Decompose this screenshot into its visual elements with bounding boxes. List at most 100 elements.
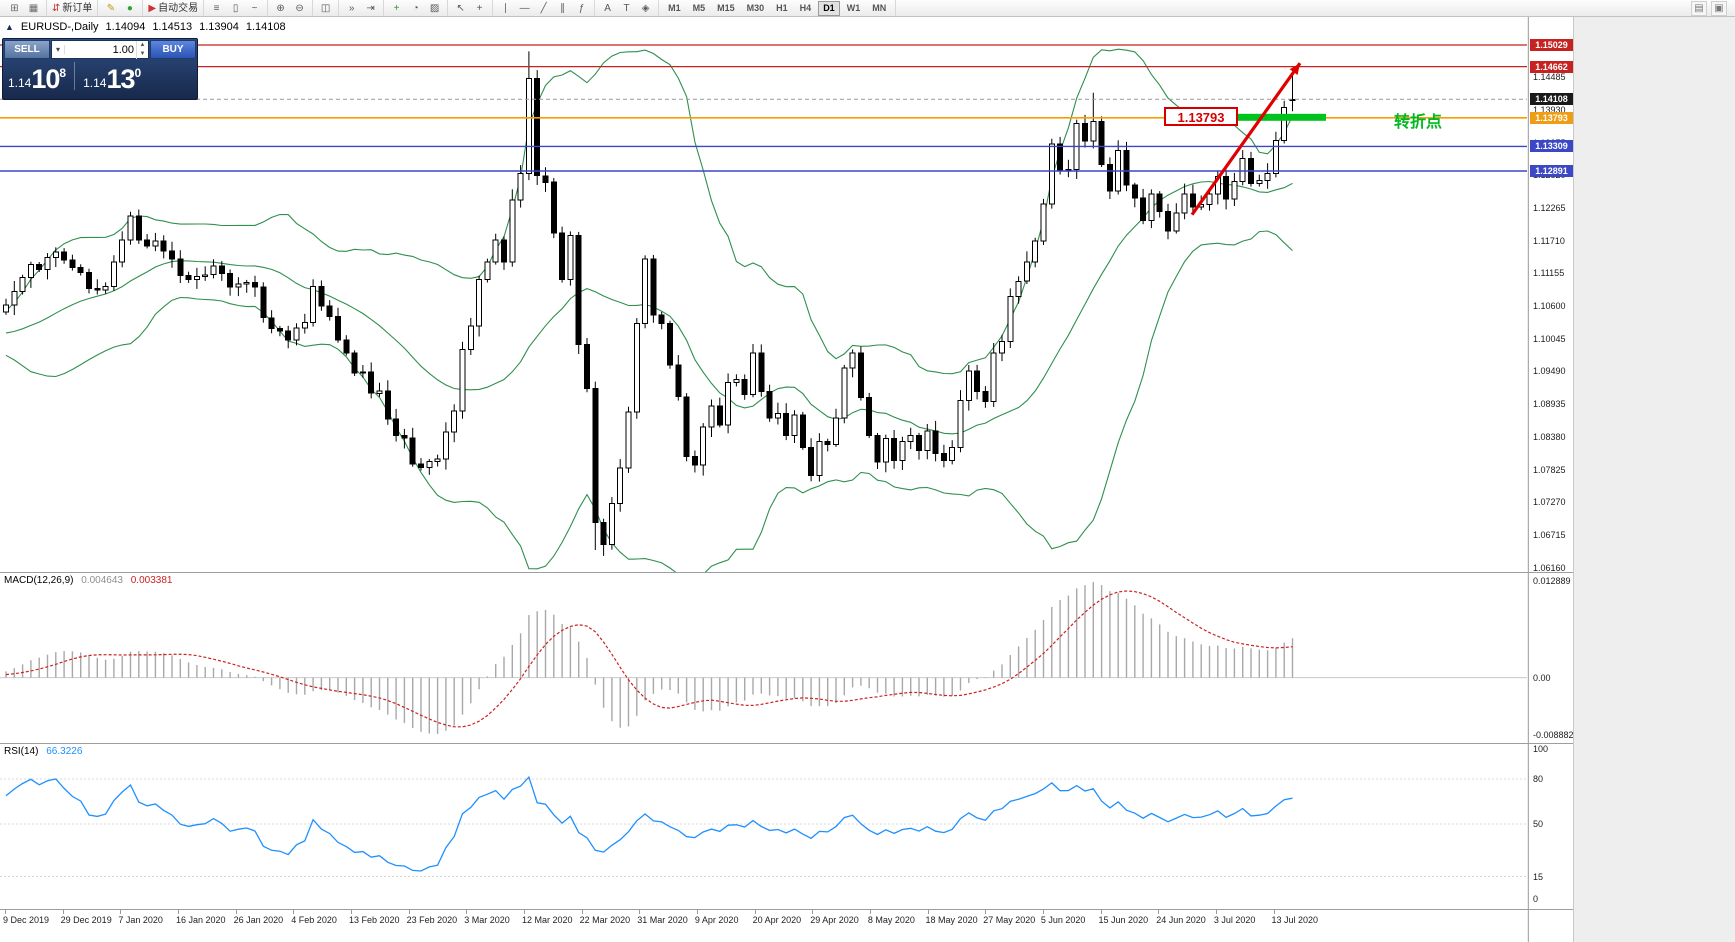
price-annotation-label[interactable]: 1.13793 <box>1164 107 1238 126</box>
axis-tick-label: 1.08935 <box>1533 399 1566 410</box>
date-label: 9 Apr 2020 <box>694 915 739 925</box>
pane-separator[interactable] <box>0 743 1573 744</box>
price-axis[interactable]: 1.144851.139301.133751.128201.122651.117… <box>1528 17 1574 942</box>
date-label: 15 Jun 2020 <box>1098 915 1149 925</box>
text-button[interactable]: A <box>604 2 611 14</box>
profiles-button[interactable]: ▦ <box>28 2 39 14</box>
axis-tick-label: 1.13930 <box>1533 104 1566 115</box>
axis-tick-label: 1.07825 <box>1533 464 1566 475</box>
macd-axis-label: 0.00 <box>1533 672 1551 683</box>
date-tick <box>62 910 64 914</box>
volume-stepper[interactable]: ▾ ▲ ▼ <box>51 40 149 59</box>
bar-chart-mode-button[interactable]: ≡ <box>213 2 220 14</box>
equidistant-channel-button[interactable]: ∥ <box>560 2 566 14</box>
axis-tick-label: 1.12265 <box>1533 202 1566 213</box>
toolbar-group: ↖ + <box>448 0 494 16</box>
timeframe-h1[interactable]: H1 <box>776 2 788 13</box>
date-tick <box>696 910 698 914</box>
timeframe-h4[interactable]: H4 <box>799 2 812 13</box>
timeframe-mn[interactable]: MN <box>872 2 887 13</box>
toolbar-group: » ⇥ <box>339 0 385 16</box>
text-label-button[interactable]: T <box>623 2 630 14</box>
date-tick <box>754 910 756 914</box>
toolbar-group: ⊞ ▦ <box>2 0 47 16</box>
timeframe-group: M1 M5 M15 M30 H1 H4 D1 W1 MN <box>659 0 897 16</box>
indicators-button[interactable]: + <box>393 2 400 14</box>
pane-separator[interactable] <box>0 909 1573 910</box>
macd-title: MACD(12,26,9) <box>4 575 74 586</box>
date-tick <box>639 910 641 914</box>
axis-tick-label: 1.06160 <box>1533 562 1566 573</box>
price-pane[interactable] <box>0 17 1527 572</box>
toolbar-extra-b-icon[interactable]: ▣ <box>1711 0 1727 16</box>
trendline-button[interactable]: ╱ <box>540 2 547 14</box>
zoom-in-button[interactable]: ⊕ <box>276 2 285 14</box>
crosshair-button[interactable]: + <box>476 2 483 14</box>
right-empty-area <box>1573 17 1735 942</box>
line-chart-mode-button[interactable]: ~ <box>251 2 258 14</box>
chart-shift-button[interactable]: ⇥ <box>366 2 375 14</box>
axis-tick-label: 1.07270 <box>1533 497 1566 508</box>
macd-main-value: 0.004643 <box>81 575 123 586</box>
rsi-indicator-label: RSI(14) 66.3226 <box>4 746 82 757</box>
volume-input[interactable] <box>65 42 136 57</box>
buy-button[interactable]: BUY <box>150 40 196 59</box>
pane-separator[interactable] <box>0 572 1573 573</box>
candlestick-mode-button[interactable]: ▯ <box>232 2 239 14</box>
timeframe-m15[interactable]: M15 <box>717 2 735 13</box>
vertical-line-button[interactable]: ∣ <box>503 2 509 14</box>
axis-tick-label: 1.11710 <box>1533 235 1565 246</box>
zoom-out-button[interactable]: ⊖ <box>295 2 304 14</box>
turning-point-text: 转折点 <box>1394 114 1443 131</box>
date-label: 27 May 2020 <box>983 915 1036 925</box>
auto-scroll-button[interactable]: » <box>348 2 355 14</box>
fibonacci-button[interactable]: ƒ <box>578 2 585 14</box>
axis-tick-label: 1.08380 <box>1533 431 1566 442</box>
symbol-name: EURUSD-,Daily <box>20 21 99 33</box>
toolbar-extra-a-icon[interactable]: ▤ <box>1691 0 1707 16</box>
new-order-button[interactable]: ⇵ 新订单 <box>52 2 93 14</box>
green-highlight-segment[interactable] <box>1238 113 1326 121</box>
date-tick <box>1042 910 1044 914</box>
timeframe-m5[interactable]: M5 <box>692 2 706 13</box>
sell-price[interactable]: 1.14 10 8 <box>8 66 67 93</box>
rsi-axis-label: 80 <box>1533 774 1544 784</box>
horizontal-line-button[interactable]: ― <box>519 2 530 14</box>
sell-button[interactable]: SELL <box>4 40 50 59</box>
date-label: 13 Feb 2020 <box>348 915 400 925</box>
date-tick <box>1273 910 1275 914</box>
rsi-axis-label: 0 <box>1533 894 1539 904</box>
arrows-button[interactable]: ◈ <box>641 2 650 14</box>
tile-windows-button[interactable]: ◫ <box>320 2 331 14</box>
spinner-up-icon[interactable]: ▲ <box>139 41 146 48</box>
date-label: 3 Jul 2020 <box>1213 915 1256 925</box>
new-chart-button[interactable]: ⊞ <box>10 2 19 14</box>
price-badge: 1.13309 <box>1530 140 1573 153</box>
one-click-trade-panel: SELL ▾ ▲ ▼ BUY 1.14 10 8 <box>2 38 198 100</box>
volume-spinner[interactable]: ▲ ▼ <box>136 40 148 59</box>
toolbar-group: ≡ ▯ ~ <box>204 0 269 16</box>
trend-arrow-line[interactable] <box>1190 62 1302 216</box>
chart-plot[interactable]: ▲ EURUSD-,Daily 1.14094 1.14513 1.13904 … <box>0 17 1527 942</box>
community-button[interactable]: ● <box>126 2 133 14</box>
buy-price[interactable]: 1.14 13 0 <box>83 66 141 93</box>
one-click-panel-toggle-icon[interactable]: ▲ <box>5 22 14 32</box>
timeframe-m1[interactable]: M1 <box>668 2 681 13</box>
rsi-pane[interactable] <box>0 744 1527 909</box>
timeframe-d1[interactable]: D1 <box>818 0 840 16</box>
cursor-button[interactable]: ↖ <box>456 2 465 14</box>
periods-button[interactable]: ◔ <box>412 2 419 14</box>
spinner-down-icon[interactable]: ▼ <box>139 50 146 57</box>
templates-button[interactable]: ▨ <box>429 2 440 14</box>
timeframe-w1[interactable]: W1 <box>846 2 861 13</box>
autotrading-button[interactable]: ▶ 自动交易 <box>148 2 199 14</box>
sell-price-sup: 8 <box>59 66 67 80</box>
macd-axis-label: -0.008882 <box>1533 730 1574 740</box>
macd-pane[interactable] <box>0 573 1527 743</box>
date-label: 4 Feb 2020 <box>291 915 337 925</box>
volume-dropdown-icon[interactable]: ▾ <box>52 45 65 54</box>
time-axis[interactable]: 9 Dec 2019 29 Dec 2019 7 Jan 2020 16 Jan 20… <box>0 910 1527 942</box>
axis-tick-label: 1.10600 <box>1533 301 1566 311</box>
metaeditor-button[interactable]: ✎ <box>106 2 116 14</box>
timeframe-m30[interactable]: M30 <box>746 2 765 13</box>
